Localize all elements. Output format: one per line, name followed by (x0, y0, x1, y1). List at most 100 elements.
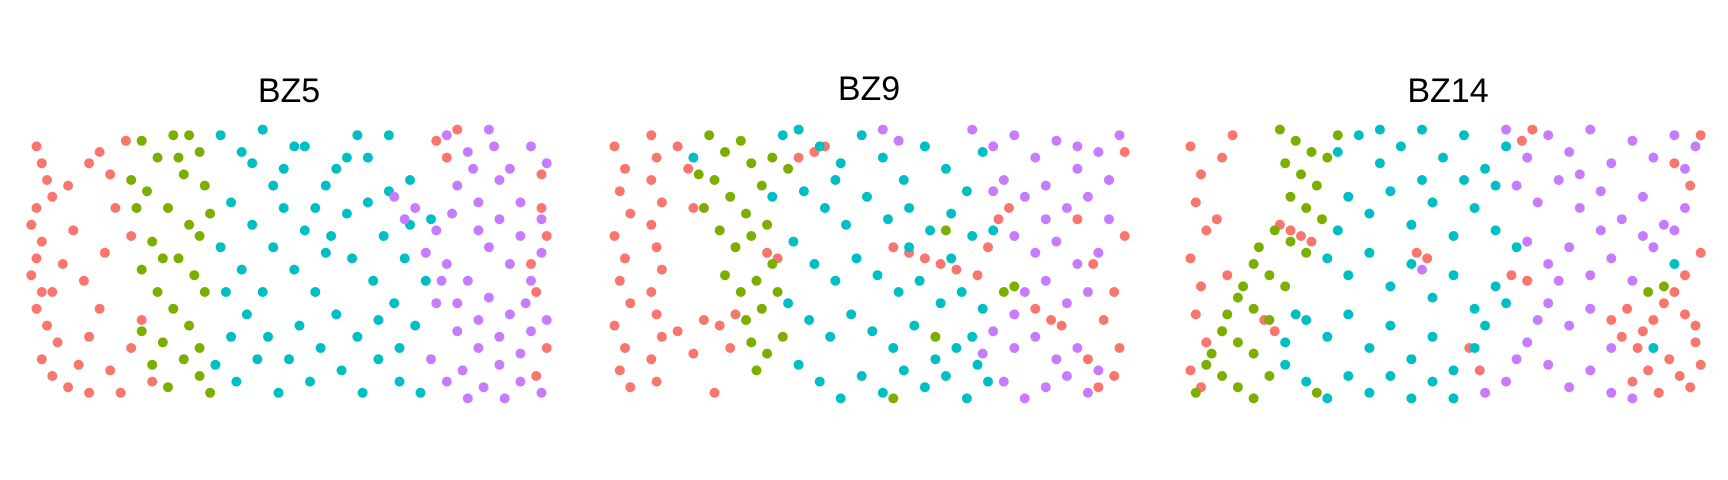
scatter-point (967, 231, 978, 241)
scatter-point (441, 259, 452, 269)
scatter-point (1422, 253, 1433, 264)
scatter-point (168, 303, 179, 314)
scatter-point (688, 348, 699, 359)
scatter-point (919, 141, 930, 152)
scatter-point (1385, 186, 1396, 197)
scatter-point (326, 231, 337, 241)
scatter-point (431, 225, 442, 236)
point-layer (1185, 124, 1706, 404)
scatter-point (730, 242, 741, 253)
scatter-point (494, 214, 505, 225)
scatter-point (793, 124, 804, 135)
scatter-point (357, 387, 368, 398)
scatter-point (714, 225, 725, 236)
scatter-point (651, 242, 662, 253)
scatter-point (1332, 225, 1343, 236)
scatter-point (877, 387, 888, 398)
scatter-point (1427, 197, 1438, 208)
scatter-point (1088, 259, 1099, 269)
scatter-point (893, 287, 904, 297)
scatter-point (804, 315, 815, 325)
scatter-point (373, 315, 384, 325)
scatter-point (205, 387, 216, 398)
scatter-point (1364, 208, 1375, 219)
scatter-point (1009, 130, 1020, 141)
scatter-point (1606, 387, 1617, 398)
scatter-point (362, 197, 373, 208)
scatter-point (1098, 315, 1109, 325)
scatter-point (746, 231, 757, 241)
scatter-point (199, 180, 210, 191)
scatter-point (315, 343, 326, 353)
scatter-point (1072, 163, 1083, 174)
scatter-point (1690, 337, 1701, 348)
scatter-point (1564, 147, 1575, 157)
scatter-point (1317, 214, 1327, 225)
scatter-point (1469, 303, 1480, 314)
scatter-point (614, 186, 625, 197)
scatter-point (373, 354, 384, 365)
scatter-point (793, 152, 804, 163)
point-layer (26, 124, 552, 404)
scatter-point (1119, 231, 1130, 241)
scatter-point (1374, 124, 1385, 135)
panel-bz5: BZ5 (26, 72, 552, 404)
scatter-point (210, 359, 221, 370)
scatter-point (478, 382, 489, 393)
scatter-point (967, 331, 978, 342)
point-layer (609, 124, 1130, 404)
scatter-point (178, 169, 189, 180)
scatter-point (215, 130, 226, 141)
scatter-point (441, 152, 452, 163)
scatter-point (241, 309, 252, 320)
scatter-point (1093, 247, 1104, 258)
scatter-point (541, 231, 552, 241)
panel-bz9: BZ9 (609, 70, 1130, 404)
scatter-point (767, 152, 778, 163)
scatter-point (1664, 354, 1675, 365)
scatter-point (1564, 382, 1575, 393)
scatter-point (1685, 382, 1696, 393)
scatter-point (1019, 393, 1030, 404)
scatter-point (777, 130, 788, 141)
scatter-point (720, 270, 730, 281)
scatter-point (1406, 354, 1417, 365)
scatter-point (1072, 214, 1083, 225)
scatter-point (68, 225, 79, 236)
scatter-point (656, 264, 667, 275)
scatter-point (420, 275, 431, 286)
scatter-point (625, 382, 636, 393)
scatter-point (1185, 365, 1196, 376)
scatter-point (1522, 152, 1533, 163)
scatter-point (341, 152, 352, 163)
scatter-point (389, 298, 400, 309)
scatter-point (940, 163, 951, 174)
scatter-point (36, 236, 47, 247)
scatter-point (867, 326, 878, 337)
scatter-point (1511, 242, 1522, 253)
scatter-point (536, 169, 547, 180)
scatter-point (268, 242, 279, 253)
scatter-point (457, 365, 468, 376)
scatter-point (1196, 281, 1206, 292)
scatter-point (1501, 376, 1512, 387)
scatter-point (651, 309, 662, 320)
scatter-point (940, 371, 951, 381)
scatter-point (1093, 382, 1104, 393)
scatter-point (136, 326, 147, 337)
scatter-point (651, 376, 662, 387)
scatter-point (494, 331, 505, 342)
scatter-point (967, 124, 978, 135)
scatter-point (883, 214, 893, 225)
scatter-point (1511, 354, 1522, 365)
scatter-point (1269, 225, 1280, 236)
scatter-point (26, 219, 37, 230)
scatter-point (1301, 376, 1312, 387)
scatter-point (1114, 343, 1125, 353)
scatter-point (1448, 393, 1459, 404)
scatter-point (84, 331, 95, 342)
scatter-point (767, 191, 778, 202)
scatter-point (452, 124, 463, 135)
scatter-point (1030, 247, 1041, 258)
